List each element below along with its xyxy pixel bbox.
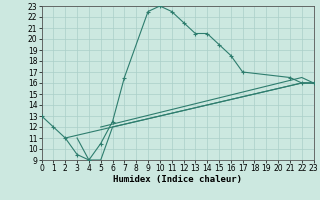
X-axis label: Humidex (Indice chaleur): Humidex (Indice chaleur) [113,175,242,184]
